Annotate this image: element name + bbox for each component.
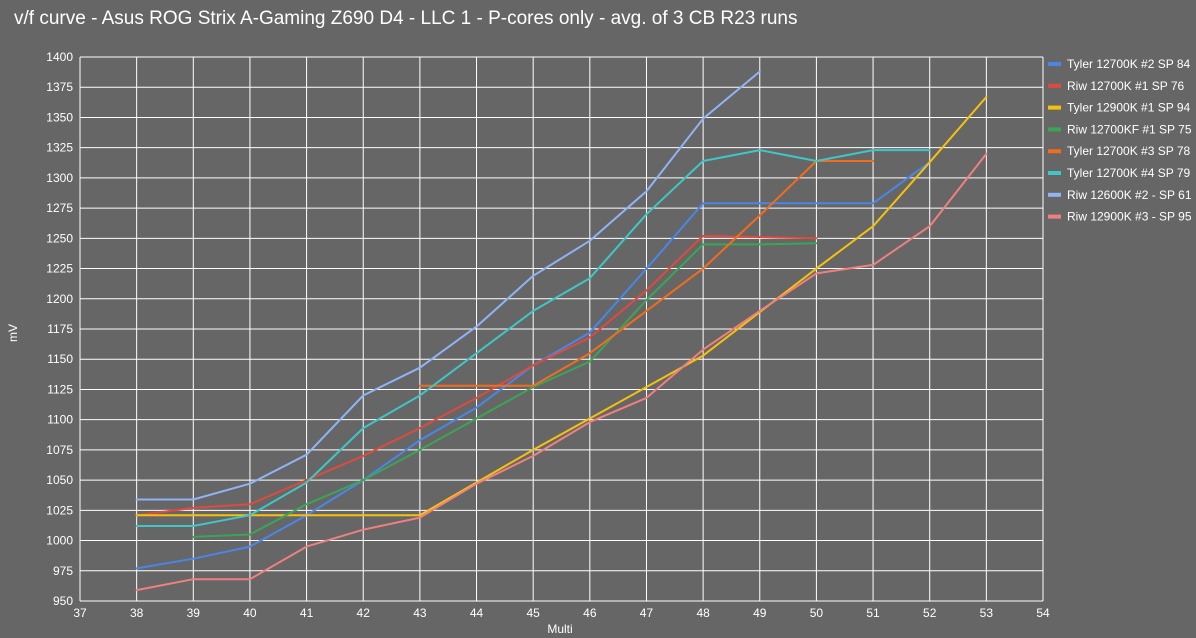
x-tick-label: 48 xyxy=(696,606,710,620)
y-tick-label: 1175 xyxy=(47,322,73,336)
x-tick-label: 47 xyxy=(640,606,654,620)
legend-label: Riw 12600K #2 - SP 61 xyxy=(1067,188,1192,202)
legend-item[interactable]: Tyler 12700K #3 SP 78 xyxy=(1048,144,1191,158)
y-tick-label: 1325 xyxy=(46,141,73,155)
legend-item[interactable]: Tyler 12900K #1 SP 94 xyxy=(1048,101,1191,115)
x-tick-label: 43 xyxy=(413,606,427,620)
series-line-7 xyxy=(135,70,761,501)
x-tick-label: 38 xyxy=(130,606,144,620)
chart-title: v/f curve - Asus ROG Strix A-Gaming Z690… xyxy=(14,8,798,29)
legend-label: Tyler 12700K #3 SP 78 xyxy=(1067,144,1191,158)
x-tick-label: 45 xyxy=(526,606,540,620)
legend-label: Tyler 12700K #2 SP 84 xyxy=(1067,57,1191,71)
series-line-2 xyxy=(135,234,818,517)
y-tick-label: 1150 xyxy=(47,352,73,366)
legend-item[interactable]: Riw 12600K #2 - SP 61 xyxy=(1048,188,1192,202)
legend-item[interactable]: Tyler 12700K #4 SP 79 xyxy=(1048,166,1191,180)
y-tick-label: 1200 xyxy=(46,292,73,306)
series-lines xyxy=(135,70,988,592)
x-tick-label: 54 xyxy=(1036,606,1050,620)
y-tick-label: 1075 xyxy=(46,443,73,457)
legend-swatch xyxy=(1048,62,1061,66)
x-axis-label: Multi xyxy=(547,622,572,636)
x-tick-label: 42 xyxy=(357,606,371,620)
legend-label: Tyler 12700K #4 SP 79 xyxy=(1067,166,1191,180)
y-tick-label: 1275 xyxy=(46,201,73,215)
legend-item[interactable]: Tyler 12700K #2 SP 84 xyxy=(1048,57,1191,71)
legend-label: Riw 12900K #3 - SP 95 xyxy=(1067,210,1192,224)
legend-swatch xyxy=(1048,127,1061,132)
y-tick-label: 1050 xyxy=(46,473,73,487)
y-axis-label: mV xyxy=(6,324,20,342)
legend-label: Riw 12700K #1 SP 76 xyxy=(1067,79,1185,93)
x-tick-label: 37 xyxy=(73,606,87,620)
legend-label: Riw 12700KF #1 SP 75 xyxy=(1067,122,1192,136)
x-tick-label: 49 xyxy=(753,606,767,620)
x-tick-label: 51 xyxy=(866,606,880,620)
x-tick-label: 53 xyxy=(980,606,994,620)
x-tick-label: 44 xyxy=(470,606,484,620)
legend: Tyler 12700K #2 SP 84 Riw 12700K #1 SP 76… xyxy=(1048,57,1192,224)
series-line-3 xyxy=(135,95,988,517)
series-line-4 xyxy=(192,242,818,538)
x-tick-label: 39 xyxy=(187,606,201,620)
y-tick-label: 975 xyxy=(53,564,73,578)
series-line-6 xyxy=(135,149,931,527)
y-tick-label: 1100 xyxy=(47,413,73,427)
grid xyxy=(79,56,1044,602)
x-tick-label: 46 xyxy=(583,606,597,620)
x-tick-label: 41 xyxy=(300,606,314,620)
axes: 37 38 39 40 41 42 43 44 45 46 47 48 49 50 51 52 53 54 950 9… xyxy=(46,50,1050,620)
legend-swatch xyxy=(1048,83,1061,88)
series-line-5 xyxy=(418,160,875,387)
y-tick-label: 1250 xyxy=(46,231,73,245)
y-tick-label: 1400 xyxy=(46,50,73,64)
y-tick-label: 1350 xyxy=(46,110,73,124)
legend-item[interactable]: Riw 12900K #3 - SP 95 xyxy=(1048,210,1192,224)
legend-item[interactable]: Riw 12700K #1 SP 76 xyxy=(1048,79,1185,93)
y-tick-label: 1225 xyxy=(46,262,73,276)
legend-label: Tyler 12900K #1 SP 94 xyxy=(1067,101,1191,115)
legend-swatch xyxy=(1048,192,1061,197)
legend-swatch xyxy=(1048,149,1061,154)
series-line-8 xyxy=(135,152,988,592)
y-tick-label: 1025 xyxy=(46,503,73,517)
legend-item[interactable]: Riw 12700KF #1 SP 75 xyxy=(1048,122,1192,136)
x-tick-label: 50 xyxy=(810,606,824,620)
legend-swatch xyxy=(1048,171,1061,175)
y-tick-label: 1000 xyxy=(46,534,73,548)
x-tick-label: 52 xyxy=(923,606,937,620)
y-tick-label: 950 xyxy=(53,594,73,608)
x-tick-label: 40 xyxy=(243,606,257,620)
y-tick-label: 1300 xyxy=(46,171,73,185)
y-tick-label: 1375 xyxy=(46,80,73,94)
legend-swatch xyxy=(1048,214,1061,219)
legend-swatch xyxy=(1048,105,1061,110)
y-tick-label: 1125 xyxy=(47,382,73,396)
